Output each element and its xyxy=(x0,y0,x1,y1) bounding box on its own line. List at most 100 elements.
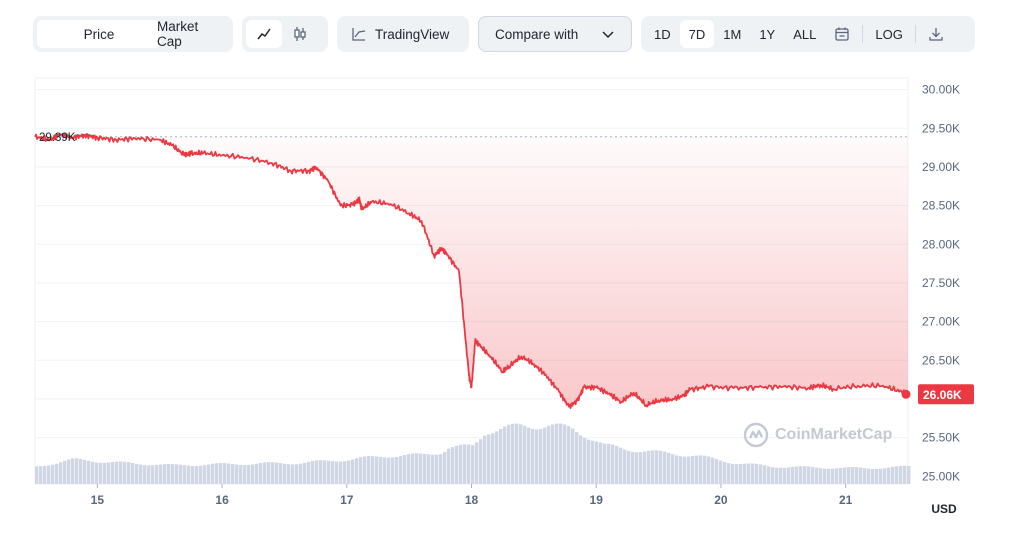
volume-bar xyxy=(427,454,431,484)
volume-bar xyxy=(287,464,291,484)
volume-bar xyxy=(519,424,523,484)
volume-bar xyxy=(463,444,467,484)
volume-bar xyxy=(591,440,595,484)
volume-bar xyxy=(315,460,319,484)
volume-bar xyxy=(779,467,783,484)
y-tick-label: 29.50K xyxy=(922,121,960,135)
volume-bar xyxy=(395,456,399,484)
volume-bar xyxy=(411,453,415,484)
price-tab[interactable]: Price xyxy=(37,20,161,48)
volume-bar xyxy=(71,458,75,484)
volume-bar xyxy=(123,461,127,484)
volume-bar xyxy=(255,463,259,484)
volume-bar xyxy=(131,462,135,484)
volume-bar xyxy=(567,426,571,484)
volume-bar xyxy=(531,428,535,484)
x-axis: 15 16 17 18 19 20 21 xyxy=(91,484,853,507)
volume-bar xyxy=(539,428,543,484)
volume-bar xyxy=(639,452,643,484)
range-all-button[interactable]: ALL xyxy=(793,26,817,42)
log-scale-button[interactable]: LOG xyxy=(875,26,903,42)
volume-bar xyxy=(183,465,187,484)
volume-bar xyxy=(743,463,747,484)
volume-bar xyxy=(807,466,811,484)
compare-with-dropdown[interactable]: Compare with xyxy=(478,16,632,52)
volume-bar xyxy=(595,441,599,484)
volume-bar xyxy=(155,465,159,484)
download-icon xyxy=(929,28,943,41)
volume-bar xyxy=(419,453,423,484)
volume-bar xyxy=(359,457,363,484)
volume-bar xyxy=(139,464,143,484)
volume-bar xyxy=(867,468,871,484)
volume-bar xyxy=(483,435,487,484)
volume-bar xyxy=(723,462,727,484)
market-cap-tab[interactable]: Market Cap xyxy=(157,19,199,49)
volume-bar xyxy=(399,456,403,484)
volume-bar xyxy=(119,461,123,484)
volume-bar xyxy=(783,467,787,484)
volume-bar xyxy=(251,464,255,484)
y-tick-label: 25.00K xyxy=(922,469,960,483)
y-tick-label: 30.00K xyxy=(922,83,960,97)
volume-bar xyxy=(347,460,351,484)
volume-bar xyxy=(863,468,867,484)
volume-bar xyxy=(55,463,59,484)
volume-bar xyxy=(703,455,707,484)
volume-bar xyxy=(75,458,79,484)
volume-bar xyxy=(43,465,47,484)
volume-bar xyxy=(507,424,511,484)
time-range-selector: 1D 7D 1M 1Y ALL LOG xyxy=(641,16,975,52)
volume-bar xyxy=(279,463,283,484)
calendar-button[interactable] xyxy=(825,20,859,48)
volume-bar xyxy=(475,442,479,484)
range-1m-button[interactable]: 1M xyxy=(723,26,742,42)
volume-bar xyxy=(299,463,303,484)
volume-bar xyxy=(331,461,335,484)
volume-bar xyxy=(387,457,391,484)
volume-bar xyxy=(367,456,371,484)
volume-bar xyxy=(575,432,579,484)
volume-bar xyxy=(687,456,691,484)
volume-bar xyxy=(235,464,239,484)
volume-bar xyxy=(159,464,163,484)
volume-bar xyxy=(171,464,175,484)
volume-bar xyxy=(727,463,731,484)
volume-bar xyxy=(879,468,883,484)
volume-bar xyxy=(335,461,339,484)
volume-bar xyxy=(527,427,531,484)
volume-bar xyxy=(655,450,659,484)
volume-bar xyxy=(887,467,891,484)
candlestick-button[interactable] xyxy=(282,20,318,48)
volume-bar xyxy=(495,431,499,484)
volume-bar xyxy=(379,456,383,484)
line-chart-button[interactable] xyxy=(246,20,282,48)
volume-bar xyxy=(267,462,271,484)
calendar-icon xyxy=(835,27,850,41)
tradingview-button[interactable]: TradingView xyxy=(337,16,469,52)
volume-bar xyxy=(791,466,795,484)
volume-bar xyxy=(579,435,583,484)
volume-bar xyxy=(787,467,791,484)
download-button[interactable] xyxy=(919,20,953,48)
price-line xyxy=(34,132,909,409)
range-1d-button[interactable]: 1D xyxy=(654,26,671,42)
price-area-fill xyxy=(35,133,908,409)
volume-bar xyxy=(619,447,623,484)
volume-bar xyxy=(903,465,907,484)
range-1y-button[interactable]: 1Y xyxy=(759,26,776,42)
coinmarketcap-logo-icon xyxy=(743,422,769,448)
volume-bar xyxy=(583,437,587,484)
volume-bar xyxy=(719,460,723,484)
volume-bar xyxy=(751,463,755,484)
volume-bar xyxy=(563,424,567,484)
volume-bar xyxy=(239,465,243,484)
volume-bar xyxy=(675,455,679,484)
range-7d-button[interactable]: 7D xyxy=(679,20,715,48)
volume-bar xyxy=(467,444,471,484)
x-tick-label: 19 xyxy=(590,493,604,507)
volume-bar xyxy=(291,464,295,484)
y-tick-label: 27.50K xyxy=(922,276,960,290)
volume-bar xyxy=(187,465,191,484)
